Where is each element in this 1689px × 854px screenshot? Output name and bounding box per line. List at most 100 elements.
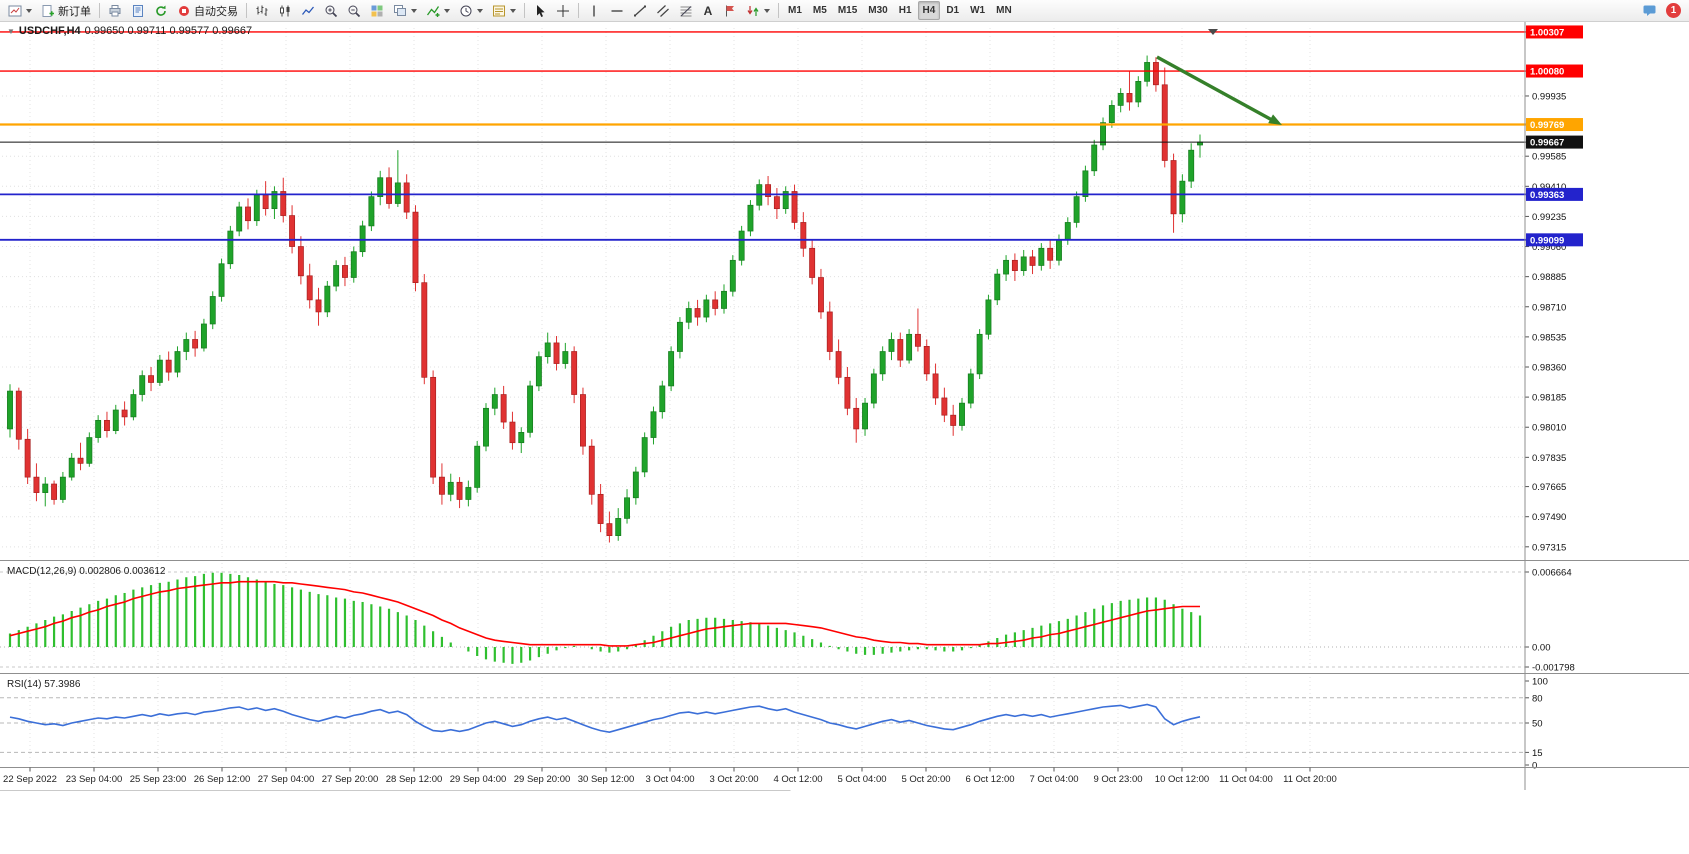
svg-text:10 Oct 12:00: 10 Oct 12:00: [1155, 774, 1209, 785]
tile-windows-icon: [371, 5, 383, 16]
svg-text:0.006664: 0.006664: [1532, 568, 1572, 579]
svg-text:0.97665: 0.97665: [1532, 482, 1566, 493]
svg-text:0.99769: 0.99769: [1530, 120, 1564, 131]
svg-text:0.99410: 0.99410: [1532, 182, 1566, 193]
crosshair-button[interactable]: [552, 1, 574, 20]
macd-indicator-label: MACD(12,26,9) 0.002806 0.003612: [7, 566, 166, 577]
toolbar-separator: [246, 3, 247, 18]
horizontal-line-icon: [611, 9, 623, 12]
new-order-label: 新订单: [58, 5, 91, 18]
svg-text:23 Sep 04:00: 23 Sep 04:00: [66, 774, 123, 785]
text-button[interactable]: A: [698, 1, 718, 20]
trendline-button[interactable]: [629, 1, 651, 20]
chart-canvas[interactable]: 0.99935 0.99585 0.99410 0.99235 0.99060 0.988…: [0, 22, 1689, 792]
toolbar-separator: [524, 3, 525, 18]
cursor-button[interactable]: [529, 1, 551, 20]
timeframe-M1[interactable]: M1: [783, 1, 807, 20]
svg-text:26 Sep 12:00: 26 Sep 12:00: [194, 774, 251, 785]
chart-menu-icon[interactable]: ▼: [7, 26, 15, 36]
arrows-icon: [747, 5, 759, 16]
svg-text:0.97490: 0.97490: [1532, 512, 1566, 523]
line-chart-icon: [301, 6, 315, 15]
clock-icon: [460, 5, 472, 16]
svg-text:7 Oct 04:00: 7 Oct 04:00: [1029, 774, 1078, 785]
svg-text:29 Sep 20:00: 29 Sep 20:00: [514, 774, 571, 785]
timeframe-M5[interactable]: M5: [808, 1, 832, 20]
preview-button[interactable]: [127, 1, 149, 20]
timeframe-H4[interactable]: H4: [917, 1, 941, 20]
tile-windows-button[interactable]: [366, 1, 388, 20]
arrows-button[interactable]: [742, 1, 774, 20]
chevron-down-icon: [477, 8, 483, 13]
svg-text:0.99935: 0.99935: [1532, 91, 1566, 102]
vertical-line-button[interactable]: [583, 1, 605, 20]
fibonacci-button[interactable]: [675, 1, 697, 20]
line-chart-button[interactable]: [297, 1, 319, 20]
indicators-button[interactable]: [422, 1, 454, 20]
svg-text:5 Oct 04:00: 5 Oct 04:00: [837, 774, 886, 785]
timeframe-W1[interactable]: W1: [965, 1, 990, 20]
chevron-down-icon: [764, 8, 770, 13]
channel-button[interactable]: [652, 1, 674, 20]
svg-text:0.00: 0.00: [1532, 643, 1551, 654]
new-order-icon: [42, 4, 54, 17]
svg-text:4 Oct 12:00: 4 Oct 12:00: [773, 774, 822, 785]
zoom-in-button[interactable]: [320, 1, 342, 20]
toolbar-separator: [778, 3, 779, 18]
autotrading-button[interactable]: 自动交易: [173, 1, 242, 20]
svg-text:0.98710: 0.98710: [1532, 302, 1566, 313]
svg-text:0.98185: 0.98185: [1532, 393, 1566, 404]
zoom-out-button[interactable]: [343, 1, 365, 20]
periods-button[interactable]: [455, 1, 487, 20]
channel-icon: [657, 4, 669, 17]
timeframe-H1[interactable]: H1: [894, 1, 917, 20]
svg-text:0.99585: 0.99585: [1532, 152, 1566, 163]
svg-text:0.99235: 0.99235: [1532, 212, 1566, 223]
svg-text:0.98360: 0.98360: [1532, 362, 1566, 373]
svg-text:3 Oct 04:00: 3 Oct 04:00: [645, 774, 694, 785]
svg-text:6 Oct 12:00: 6 Oct 12:00: [965, 774, 1014, 785]
vertical-line-icon: [593, 5, 595, 16]
new-chart-button[interactable]: [4, 1, 36, 20]
timeframe-M15[interactable]: M15: [833, 1, 862, 20]
chevron-down-icon: [411, 8, 417, 13]
chart-shift-marker: [1208, 29, 1218, 35]
candlestick-button[interactable]: [274, 1, 296, 20]
cascade-windows-button[interactable]: [389, 1, 421, 20]
cascade-windows-icon: [394, 4, 406, 16]
svg-text:25 Sep 23:00: 25 Sep 23:00: [130, 774, 187, 785]
text-tool-icon: A: [703, 3, 713, 18]
chat-button[interactable]: [1638, 1, 1661, 20]
label-flag-icon: [726, 5, 734, 16]
bar-chart-icon: [256, 5, 268, 16]
bar-chart-button[interactable]: [251, 1, 273, 20]
svg-text:0.99667: 0.99667: [1530, 138, 1564, 149]
refresh-button[interactable]: [150, 1, 172, 20]
svg-text:11 Oct 04:00: 11 Oct 04:00: [1219, 774, 1273, 785]
chart-ohlc-values: 0.99650 0.99711 0.99577 0.99667: [84, 25, 253, 37]
candlestick-icon: [280, 5, 290, 16]
candles-layer: [7, 55, 1203, 543]
svg-text:0.99060: 0.99060: [1532, 242, 1566, 253]
print-button[interactable]: [104, 1, 126, 20]
new-order-button[interactable]: 新订单: [37, 1, 95, 20]
toolbar-separator: [99, 3, 100, 18]
svg-text:30 Sep 12:00: 30 Sep 12:00: [578, 774, 635, 785]
svg-text:0.98885: 0.98885: [1532, 272, 1566, 283]
svg-text:50: 50: [1532, 719, 1543, 730]
autotrading-icon: [179, 5, 189, 16]
notification-badge[interactable]: 1: [1666, 3, 1681, 18]
toolbar-separator: [578, 3, 579, 18]
templates-button[interactable]: [488, 1, 520, 20]
timeframe-M30[interactable]: M30: [863, 1, 892, 20]
svg-text:3 Oct 20:00: 3 Oct 20:00: [709, 774, 758, 785]
svg-text:28 Sep 12:00: 28 Sep 12:00: [386, 774, 443, 785]
label-button[interactable]: [719, 1, 741, 20]
rsi-line: [9, 703, 1201, 734]
chevron-down-icon: [444, 8, 450, 13]
horizontal-line-button[interactable]: [606, 1, 628, 20]
timeframe-D1[interactable]: D1: [941, 1, 964, 20]
autotrading-label: 自动交易: [194, 5, 238, 18]
rsi-indicator-label: RSI(14) 57.3986: [7, 679, 81, 690]
timeframe-MN[interactable]: MN: [991, 1, 1017, 20]
